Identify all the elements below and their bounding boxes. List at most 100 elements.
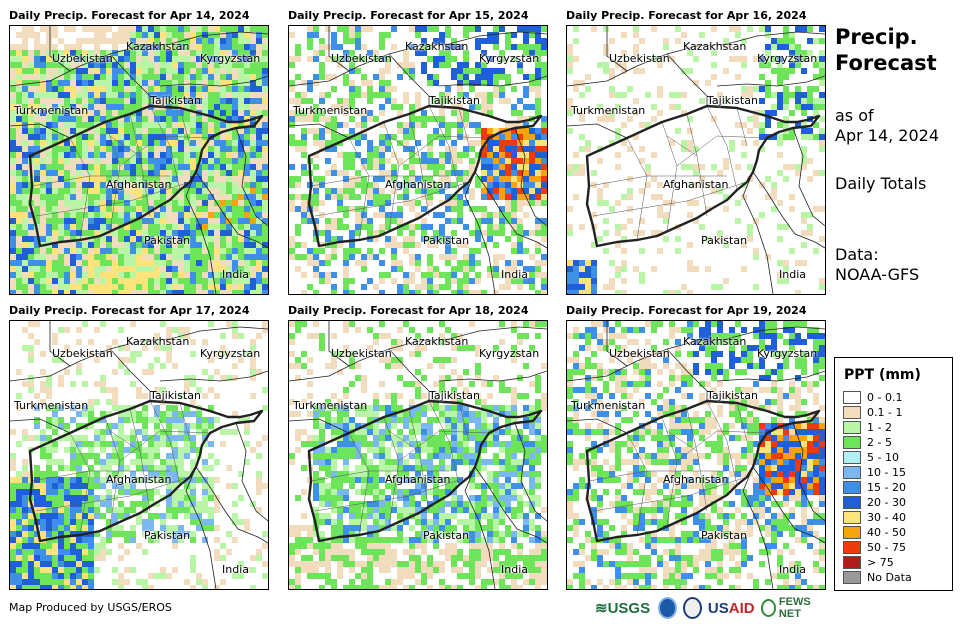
precip-cell [142,248,148,254]
precip-cell [421,435,427,441]
precip-cell [52,158,58,164]
precip-cell [16,483,22,489]
precip-cell [487,266,493,272]
precip-cell [615,224,621,230]
precip-cell [349,188,355,194]
precip-cell [397,357,403,363]
precip-cell [226,158,232,164]
precip-cell [307,260,313,266]
precip-cell [427,278,433,284]
precip-cell [232,104,238,110]
precip-cell [94,471,100,477]
precip-cell [148,230,154,236]
precip-cell [505,429,511,435]
precip-cell [166,212,172,218]
precip-cell [250,86,256,92]
precip-cell [355,441,361,447]
precip-cell [112,242,118,248]
precip-cell [166,327,172,333]
precip-cell [166,176,172,182]
precip-cell [397,260,403,266]
precip-cell [106,206,112,212]
precip-cell [208,290,214,294]
precip-cell [337,44,343,50]
precip-cell [439,381,445,387]
precip-cell [475,140,481,146]
precip-cell [451,230,457,236]
precip-cell [34,555,40,561]
precip-cell [70,573,76,579]
precip-cell [361,176,367,182]
precip-cell [541,146,547,152]
precip-cell [160,176,166,182]
precip-cell [723,44,729,50]
precip-cell [28,68,34,74]
precip-cell [439,134,445,140]
precip-cell [136,200,142,206]
precip-cell [142,429,148,435]
precip-cell [22,116,28,122]
precip-cell [82,260,88,266]
precip-cell [16,441,22,447]
precip-cell [142,525,148,531]
precip-cell [130,351,136,357]
precip-cell [94,248,100,254]
precip-cell [82,182,88,188]
precip-cell [106,266,112,272]
precip-cell [34,218,40,224]
precip-cell [355,405,361,411]
precip-cell [34,435,40,441]
precip-cell [208,284,214,290]
precip-cell [214,549,220,555]
precip-cell [16,68,22,74]
precip-cell [70,417,76,423]
precip-cell [337,236,343,242]
precip-cell [325,363,331,369]
precip-cell [367,218,373,224]
forecast-panel: Daily Precip. Forecast for Apr 17, 2024 U… [9,304,269,590]
precip-cell [190,423,196,429]
precip-cell [457,417,463,423]
precip-cell [244,423,250,429]
precip-cell [295,242,301,248]
precip-cell [172,483,178,489]
precip-cell [10,56,16,62]
precip-cell [463,278,469,284]
precip-cell [651,194,657,200]
precip-cell [579,164,585,170]
precip-cell [367,441,373,447]
precip-cell [244,519,250,525]
precip-cell [64,164,70,170]
precip-cell [469,80,475,86]
precip-cell [475,441,481,447]
precip-cell [505,74,511,80]
precip-cell [244,32,250,38]
precip-cell [819,68,825,74]
precip-cell [58,254,64,260]
precip-cell [40,519,46,525]
precip-cell [40,429,46,435]
precip-cell [154,411,160,417]
precip-cell [301,116,307,122]
precip-cell [331,140,337,146]
precip-cell [124,411,130,417]
precip-cell [100,152,106,158]
precip-cell [82,278,88,284]
precip-cell [735,218,741,224]
precip-cell [220,62,226,68]
precip-cell [10,248,16,254]
precip-cell [220,351,226,357]
precip-cell [46,254,52,260]
precip-cell [154,471,160,477]
precip-cell [307,44,313,50]
precip-cell [172,212,178,218]
precip-cell [295,104,301,110]
precip-cell [52,519,58,525]
precip-cell [100,278,106,284]
precip-cell [457,62,463,68]
precip-cell [361,260,367,266]
precip-cell [535,62,541,68]
precip-cell [541,140,547,146]
precip-cell [100,447,106,453]
precip-cell [250,369,256,375]
